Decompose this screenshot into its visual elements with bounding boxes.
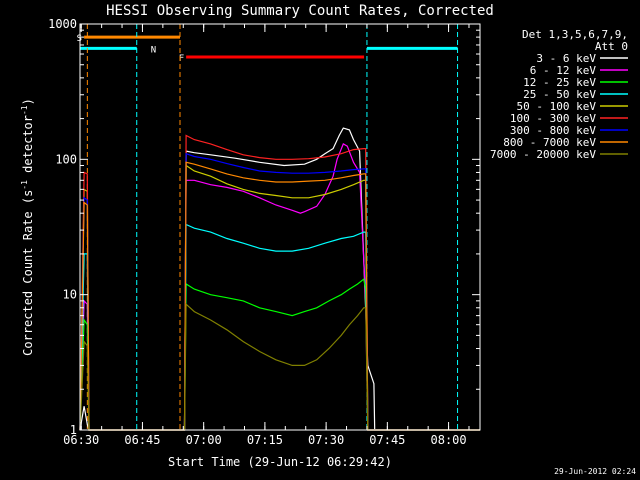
- y-axis-label-exponent-2: -1: [20, 105, 29, 115]
- x-axis: 06:30 06:45 07:00 07:15 07:30 07:45 08:00: [63, 24, 470, 447]
- legend-label-2: 6 - 12 keV: [530, 64, 597, 77]
- x-tick-label-1: 06:30: [63, 433, 99, 447]
- x-tick-label-5: 07:30: [308, 433, 344, 447]
- series-line-8: [79, 161, 480, 431]
- x-tick-label-6: 07:45: [369, 433, 405, 447]
- series-line-5: [79, 164, 480, 431]
- plot-frame: [79, 23, 481, 431]
- x-axis-label: Start Time (29-Jun-12 06:29:42): [168, 455, 392, 469]
- legend-label-3: 12 - 25 keV: [523, 76, 596, 89]
- y-tick-label-1: 1: [70, 423, 77, 437]
- x-tick-label-7: 08:00: [431, 433, 467, 447]
- y-axis-label-part-3: ): [21, 98, 35, 105]
- plot-area: N S F: [77, 24, 480, 431]
- legend-label-5: 50 - 100 keV: [517, 100, 597, 113]
- legend-label-8: 800 - 7000 keV: [503, 136, 596, 149]
- flag-label-s: S: [77, 34, 82, 44]
- legend-label-7: 300 - 800 keV: [510, 124, 596, 137]
- chart-title: HESSI Observing Summary Count Rates, Cor…: [106, 3, 494, 19]
- series-line-4: [79, 223, 480, 431]
- y-tick-label-2: 10: [63, 288, 77, 302]
- legend-label-4: 25 - 50 keV: [523, 88, 596, 101]
- series-line-7: [79, 152, 480, 431]
- y-axis-label-part-2: detector: [21, 115, 35, 180]
- night-flag-label: N: [151, 45, 156, 55]
- y-axis: 1 10 100 1000: [48, 17, 480, 437]
- series-line-3: [79, 278, 480, 431]
- x-tick-label-4: 07:15: [247, 433, 283, 447]
- y-axis-label: Corrected Count Rate (s-1 detector-1): [20, 98, 35, 356]
- x-tick-label-3: 07:00: [186, 433, 222, 447]
- y-tick-label-4: 1000: [48, 17, 77, 31]
- legend-label-9: 7000 - 20000 keV: [490, 148, 596, 161]
- legend-label-6: 100 - 300 keV: [510, 112, 596, 125]
- series-line-6: [79, 134, 480, 431]
- flag-label-f: F: [179, 54, 184, 64]
- y-tick-label-3: 100: [55, 152, 77, 166]
- legend-header-line-2: Att 0: [595, 40, 628, 53]
- x-tick-label-2: 06:45: [124, 433, 160, 447]
- legend-label-1: 3 - 6 keV: [536, 52, 596, 65]
- legend-header-line-1: Det 1,3,5,6,7,9,: [522, 28, 628, 41]
- footer-date: 29-Jun-2012 02:24: [554, 467, 636, 476]
- y-axis-label-exponent-1: -1: [20, 180, 29, 190]
- y-axis-label-part-1: Corrected Count Rate (s: [21, 190, 35, 356]
- series-line-9: [79, 302, 480, 431]
- series-line-1: [79, 127, 480, 431]
- series-line-2: [79, 143, 480, 431]
